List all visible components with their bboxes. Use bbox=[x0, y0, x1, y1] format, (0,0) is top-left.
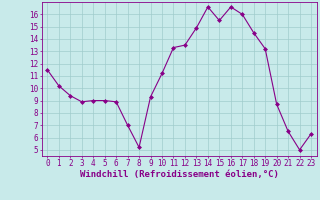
X-axis label: Windchill (Refroidissement éolien,°C): Windchill (Refroidissement éolien,°C) bbox=[80, 170, 279, 179]
